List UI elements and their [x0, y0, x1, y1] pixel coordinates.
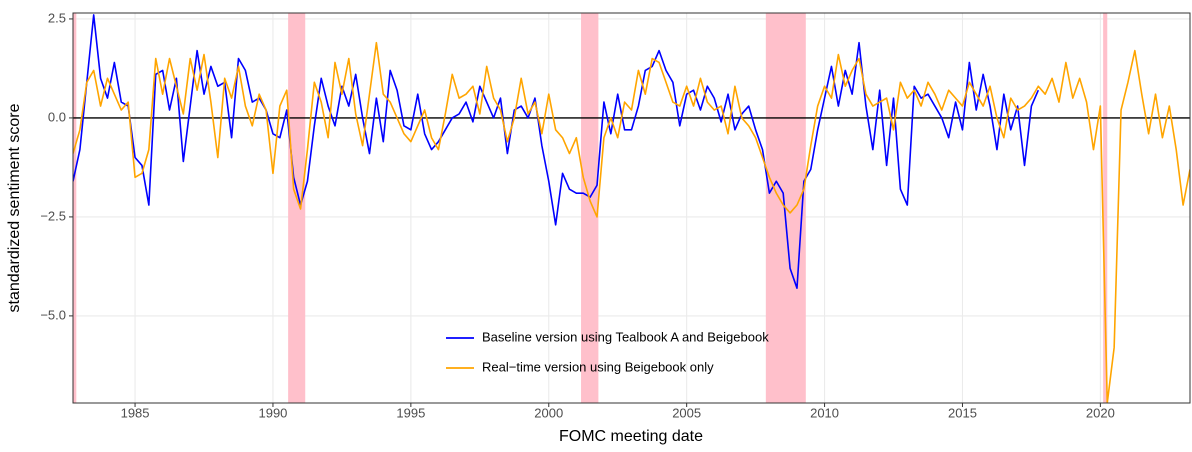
plot-lines — [73, 14, 1190, 403]
legend-label: Real−time version using Beigebook only — [482, 359, 714, 374]
x-tick-label: 2020 — [1086, 405, 1115, 420]
y-tick-label: −2.5 — [40, 208, 66, 223]
plot-area — [73, 13, 1190, 403]
x-tick-label: 2005 — [672, 405, 701, 420]
recession-shade — [73, 13, 77, 403]
plot-background — [69, 13, 1190, 407]
x-tick-label: 2000 — [534, 405, 563, 420]
x-tick-label: 2010 — [810, 405, 839, 420]
plot-border — [72, 12, 1191, 404]
x-tick-label: 1990 — [258, 405, 287, 420]
x-tick-label: 1995 — [396, 405, 425, 420]
y-axis-title: standardized sentiment score — [6, 103, 23, 312]
x-axis-title: FOMC meeting date — [559, 428, 703, 445]
series-line — [73, 41, 1190, 403]
y-tick-label: −5.0 — [40, 307, 66, 322]
y-tick-label: 2.5 — [48, 10, 66, 25]
legend-label: Baseline version using Tealbook A and Be… — [482, 329, 769, 344]
x-tick-label: 1985 — [121, 405, 150, 420]
x-tick-label: 2015 — [948, 405, 977, 420]
y-tick-label: 0.0 — [48, 109, 66, 124]
plot-annotations: 1985 1990 1995 2000 2005 2010 2015 2020 2.5 0.0 −2… — [40, 10, 1191, 420]
recession-shade — [581, 13, 599, 403]
recession-shade — [288, 13, 306, 403]
recession-shade — [1103, 13, 1108, 403]
series-line — [73, 14, 1040, 289]
